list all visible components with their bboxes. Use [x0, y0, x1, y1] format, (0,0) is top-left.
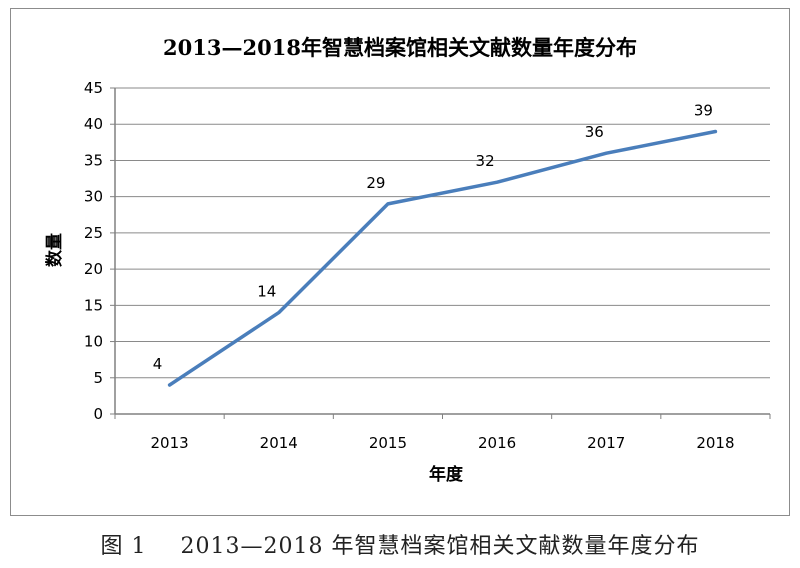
x-tick-label: 2018 [696, 434, 734, 452]
series-line [167, 129, 718, 387]
data-label: 29 [366, 174, 385, 192]
y-tick-label: 20 [84, 260, 103, 278]
y-tick-label: 10 [84, 333, 103, 351]
y-tick-label: 15 [84, 296, 103, 314]
y-tick-label: 30 [84, 188, 103, 206]
x-tick-label: 2013 [150, 434, 188, 452]
x-tick-label: 2015 [369, 434, 407, 452]
y-tick-label: 40 [84, 115, 103, 133]
data-labels: 4 14 29 32 36 39 [153, 101, 713, 373]
y-axis-title: 数量 [44, 233, 65, 267]
y-tick-label: 25 [84, 224, 103, 242]
x-tick-labels: 2013 2014 2015 2016 2017 2018 [150, 434, 734, 452]
y-tick-label: 0 [93, 405, 103, 423]
chart-title: 2013—2018年智慧档案馆相关文献数量年度分布 [163, 35, 637, 60]
gridlines [110, 87, 771, 419]
x-tick-label: 2017 [587, 434, 625, 452]
figure-number: 图 1 [100, 534, 147, 559]
line-chart: 2013—2018年智慧档案馆相关文献数量年度分布 0 5 10 15 20 25 30 35… [44, 35, 771, 485]
y-tick-label: 45 [84, 79, 103, 97]
y-tick-label: 5 [93, 369, 103, 387]
data-label: 32 [476, 152, 495, 170]
data-label: 39 [694, 101, 713, 119]
y-tick-label: 35 [84, 151, 103, 169]
caption-text: 2013—2018 年智慧档案馆相关文献数量年度分布 [180, 534, 700, 559]
chart-frame [10, 8, 790, 516]
data-label: 36 [585, 123, 604, 141]
data-label: 4 [153, 355, 163, 373]
data-label: 14 [257, 283, 276, 301]
series-group [167, 129, 718, 387]
y-tick-labels: 0 5 10 15 20 25 30 35 40 45 [84, 79, 103, 423]
figure-caption: 图 1 2013—2018 年智慧档案馆相关文献数量年度分布 [0, 528, 800, 560]
x-tick-label: 2014 [260, 434, 298, 452]
x-tick-label: 2016 [478, 434, 516, 452]
x-axis-title: 年度 [429, 464, 464, 485]
